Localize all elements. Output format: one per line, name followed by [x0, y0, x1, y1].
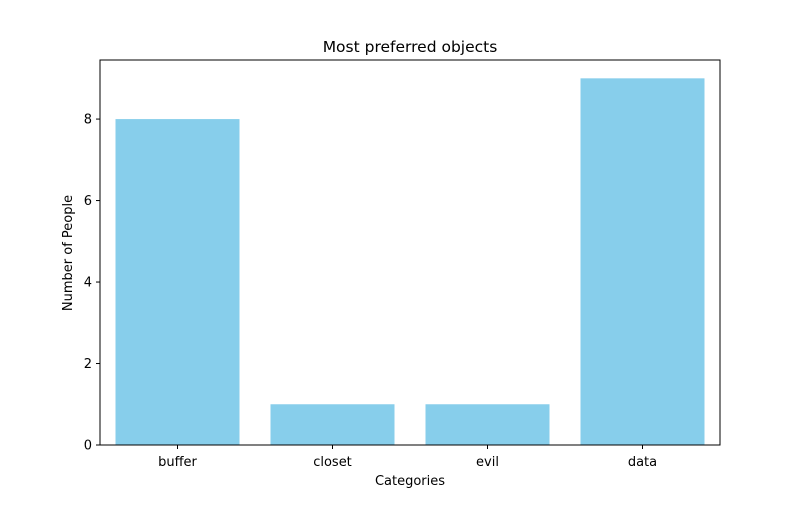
x-tick-label: closet — [313, 455, 352, 470]
x-tick-label: buffer — [158, 455, 197, 470]
y-tick-label: 6 — [84, 194, 92, 209]
y-tick-label: 2 — [84, 357, 92, 372]
axes-layer — [99, 59, 721, 446]
x-tick-label: data — [628, 455, 657, 470]
bar-data — [580, 78, 705, 445]
bars-layer — [115, 78, 705, 446]
chart-title: Most preferred objects — [323, 38, 498, 56]
y-tick-label: 0 — [84, 439, 92, 454]
y-tick-label: 8 — [84, 113, 92, 128]
y-tick-label: 4 — [84, 276, 92, 291]
y-axis-label: Number of People — [61, 195, 76, 311]
x-tick-label: evil — [476, 455, 499, 470]
bar-buffer — [115, 119, 240, 446]
x-axis-label: Categories — [375, 474, 445, 489]
bar-closet — [270, 404, 395, 445]
plot-frame — [99, 59, 721, 446]
ticks-layer: buffer closet evil data 0 2 4 6 8 — [84, 113, 657, 470]
bar-evil — [425, 404, 550, 445]
